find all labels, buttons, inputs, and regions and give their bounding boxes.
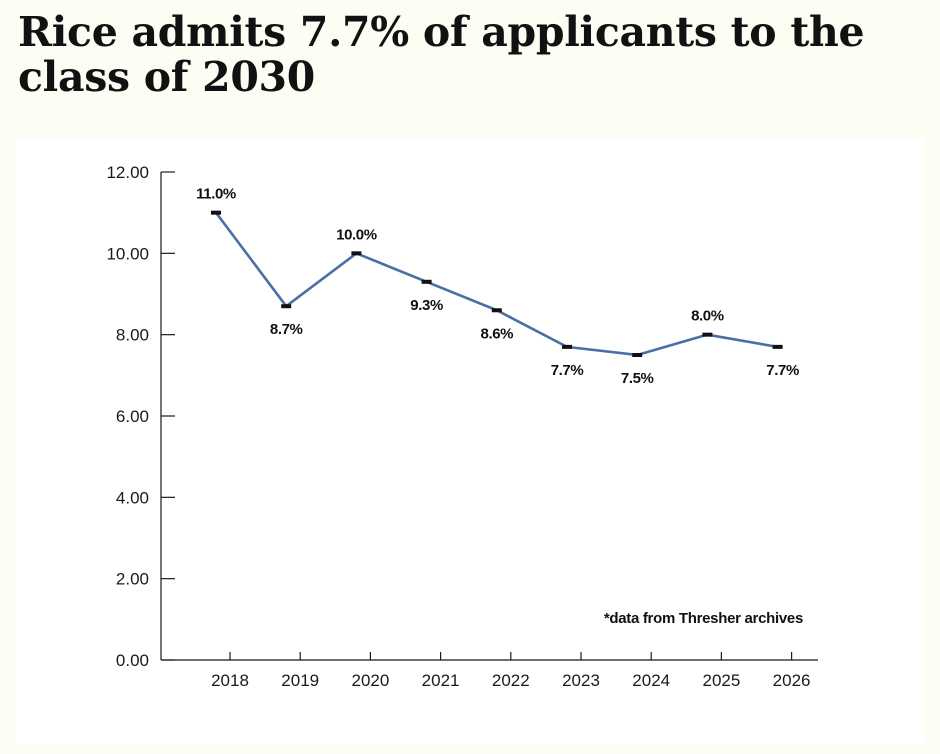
x-tick-label: 2018 (211, 671, 249, 690)
data-label: 7.7% (766, 362, 799, 379)
data-label: 8.6% (481, 325, 514, 342)
x-tick-label: 2023 (562, 671, 600, 690)
data-label: 10.0% (336, 226, 377, 243)
x-tick-label: 2022 (492, 671, 530, 690)
x-tick-label: 2025 (702, 671, 740, 690)
y-tick-label: 10.00 (106, 244, 149, 263)
y-tick-label: 0.00 (116, 651, 149, 670)
y-tick-label: 2.00 (116, 570, 149, 589)
x-tick-label: 2020 (351, 671, 389, 690)
y-tick-label: 12.00 (106, 163, 149, 182)
y-tick-label: 8.00 (116, 326, 149, 345)
chart-card: 0.00 2.00 4.00 6.00 8.00 10.00 12.00 2018 2019 2… (16, 138, 924, 744)
x-ticks: 2018 2019 2020 2021 2022 2023 2024 2025 2026 (211, 652, 811, 690)
data-point (562, 344, 572, 349)
data-label: 7.7% (551, 362, 584, 379)
y-tick-label: 4.00 (116, 488, 149, 507)
data-point (772, 344, 783, 349)
data-label: 7.5% (621, 370, 654, 387)
data-point (211, 210, 221, 215)
data-label: 8.7% (270, 321, 303, 338)
data-point (351, 251, 362, 256)
data-point (281, 304, 292, 309)
data-point (421, 279, 432, 284)
y-ticks: 0.00 2.00 4.00 6.00 8.00 10.00 12.00 (106, 163, 175, 670)
data-label: 11.0% (196, 186, 236, 203)
data-label: 9.3% (410, 297, 443, 314)
data-point (702, 332, 713, 337)
x-tick-label: 2019 (281, 671, 319, 690)
data-labels: 11.0% 8.7% 10.0% 9.3% 8.6% 7.7% 7.5% 8.0% 7.7% (196, 186, 799, 387)
x-tick-label: 2026 (773, 671, 811, 690)
data-point (491, 308, 502, 313)
source-note: *data from Thresher archives (604, 610, 803, 627)
headline: Rice admits 7.7% of applicants to the cl… (18, 8, 865, 101)
data-markers (211, 210, 783, 357)
x-tick-label: 2024 (632, 671, 670, 690)
x-tick-label: 2021 (422, 671, 460, 690)
data-point (632, 353, 643, 357)
data-label: 8.0% (691, 308, 724, 325)
y-tick-label: 6.00 (116, 407, 149, 426)
